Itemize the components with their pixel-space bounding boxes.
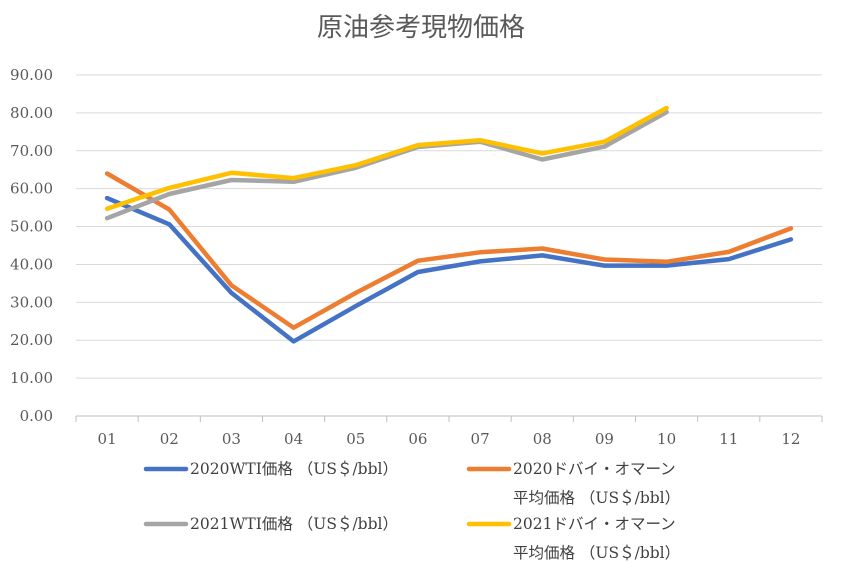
y-tick-label: 30.00 bbox=[10, 293, 53, 311]
legend-label: 2021WTI価格 （US＄/bbl） bbox=[190, 514, 398, 533]
legend-item: 2020WTI価格 （US＄/bbl） bbox=[143, 459, 398, 478]
series-lines bbox=[104, 105, 794, 344]
y-tick-label: 80.00 bbox=[10, 104, 53, 122]
y-tick-label: 70.00 bbox=[10, 142, 53, 160]
series-line bbox=[104, 195, 794, 344]
x-tick-label: 09 bbox=[595, 430, 614, 448]
x-axis: 01 02 03 04 05 06 07 08 09 10 11 12 bbox=[75, 416, 823, 448]
legend-label: 平均価格 （US＄/bbl） bbox=[513, 488, 680, 507]
legend-label: 2020ドバイ・オマーン bbox=[513, 460, 676, 478]
series-line bbox=[104, 109, 669, 221]
x-tick-label: 07 bbox=[471, 430, 490, 448]
chart-title: 原油参考現物価格 bbox=[317, 13, 525, 43]
x-tick-label: 11 bbox=[719, 430, 738, 448]
y-tick-label: 50.00 bbox=[10, 218, 53, 236]
x-tick-label: 01 bbox=[98, 430, 117, 448]
series-line bbox=[104, 105, 669, 211]
series-line bbox=[104, 171, 794, 330]
legend-item: 2021WTI価格 （US＄/bbl） bbox=[143, 514, 398, 533]
x-tick-label: 12 bbox=[781, 430, 800, 448]
x-tick-label: 04 bbox=[284, 430, 303, 448]
x-tick-label: 08 bbox=[533, 430, 552, 448]
legend-label: 2020WTI価格 （US＄/bbl） bbox=[190, 459, 398, 478]
x-tick-label: 10 bbox=[657, 430, 676, 448]
y-tick-label: 90.00 bbox=[10, 66, 53, 84]
y-axis: 0.00 10.00 20.00 30.00 40.00 50.00 60.00 70.00 8… bbox=[10, 66, 53, 425]
x-tick-label: 05 bbox=[346, 430, 365, 448]
x-tick-label: 03 bbox=[222, 430, 241, 448]
y-tick-label: 60.00 bbox=[10, 180, 53, 198]
y-tick-label: 0.00 bbox=[20, 407, 53, 425]
x-tick-label: 06 bbox=[408, 430, 427, 448]
legend-label: 平均価格 （US＄/bbl） bbox=[513, 543, 680, 562]
y-tick-label: 20.00 bbox=[10, 331, 53, 349]
y-tick-label: 40.00 bbox=[10, 255, 53, 273]
legend-label: 2021ドバイ・オマーン bbox=[513, 515, 676, 533]
y-tick-label: 10.00 bbox=[10, 369, 53, 387]
x-tick-label: 02 bbox=[160, 430, 179, 448]
